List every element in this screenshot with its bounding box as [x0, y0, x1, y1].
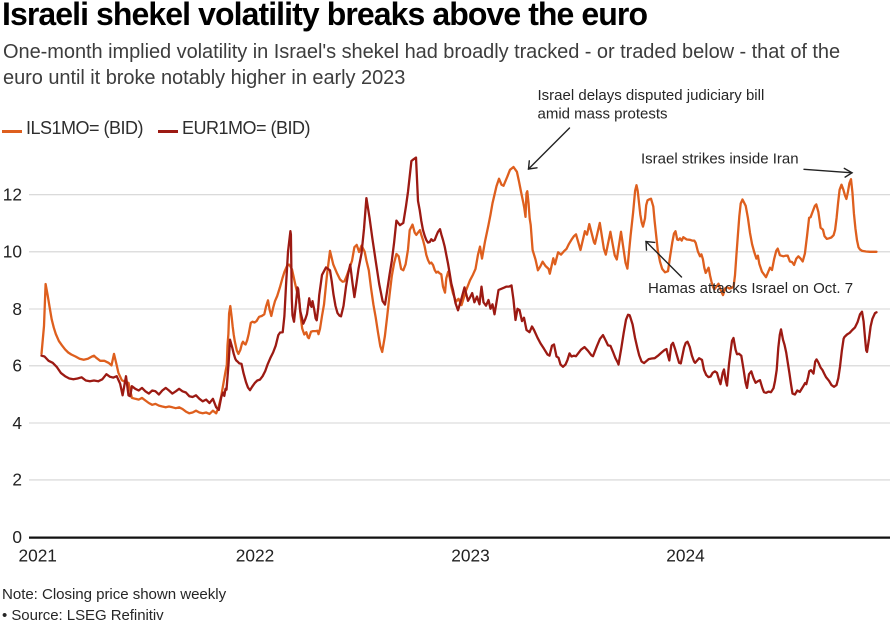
svg-text:6: 6	[12, 356, 22, 376]
svg-text:4: 4	[12, 413, 22, 433]
svg-text:8: 8	[12, 299, 22, 319]
svg-text:0: 0	[12, 527, 22, 547]
svg-text:amid mass protests: amid mass protests	[538, 105, 668, 122]
svg-text:Israel delays disputed judicia: Israel delays disputed judiciary bill	[538, 87, 765, 104]
svg-text:2: 2	[12, 470, 22, 490]
svg-text:2022: 2022	[236, 546, 274, 566]
svg-text:2021: 2021	[18, 546, 56, 566]
svg-text:Hamas attacks Israel on Oct. 7: Hamas attacks Israel on Oct. 7	[648, 280, 853, 297]
svg-text:2024: 2024	[666, 546, 705, 566]
svg-text:2023: 2023	[451, 546, 489, 566]
svg-text:12: 12	[3, 185, 22, 205]
svg-text:Israel strikes inside Iran: Israel strikes inside Iran	[641, 151, 799, 168]
svg-text:10: 10	[3, 242, 22, 262]
